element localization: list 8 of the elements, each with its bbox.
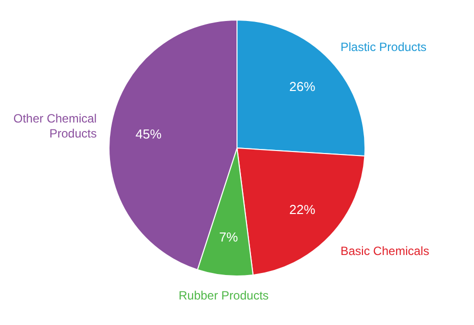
data-label: 45% <box>135 126 162 142</box>
data-label: 22% <box>289 202 316 217</box>
data-label: 26% <box>289 79 316 94</box>
data-label: 7% <box>219 230 238 245</box>
slice-label: Other Chemical Products <box>13 111 97 140</box>
slice-label: Rubber Products <box>178 288 269 302</box>
slice-label: Plastic Products <box>340 40 427 54</box>
slice-label: Basic Chemicals <box>340 244 430 258</box>
